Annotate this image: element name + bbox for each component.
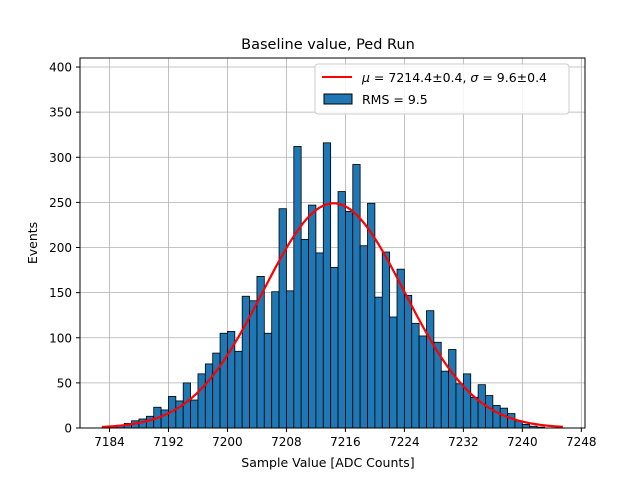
gaussian-fit-curve <box>102 202 563 429</box>
histogram-bar <box>411 322 420 429</box>
histogram-bar <box>374 296 383 429</box>
x-axis: 7184 7192 7200 7208 7216 7224 7232 7240 7248 <box>94 428 597 449</box>
histogram-bar <box>219 332 228 429</box>
histogram-bar <box>381 251 391 429</box>
histogram-bar <box>389 316 398 429</box>
histogram-bar <box>286 290 295 429</box>
legend: μ = 7214.4±0.4, σ = 9.6±0.4 RMS = 9.5 <box>314 63 570 115</box>
histogram-bar <box>190 399 199 429</box>
histogram-bar <box>241 295 250 429</box>
histogram-bar <box>426 310 435 429</box>
y-tick-label: 400 <box>49 61 72 75</box>
histogram-bar <box>263 332 273 429</box>
histogram-bar <box>234 350 243 429</box>
y-tick-label: 350 <box>49 106 72 120</box>
legend-box <box>314 63 570 115</box>
x-tick-label: 7192 <box>153 435 184 449</box>
histogram-bar <box>204 363 214 429</box>
y-axis-label: Events <box>25 222 40 264</box>
histogram-bar <box>249 300 258 429</box>
plot-frame <box>79 57 586 429</box>
histogram-bar <box>352 164 361 429</box>
histogram-bar <box>507 413 516 429</box>
y-tick-label: 250 <box>49 196 72 210</box>
histogram-bar <box>278 208 287 429</box>
histogram-bar <box>499 407 508 429</box>
x-tick-label: 7240 <box>507 435 538 449</box>
histogram-bar <box>322 142 332 429</box>
y-axis: 0 50 100 150 200 250 300 350 400 <box>49 61 80 436</box>
histogram-bar <box>477 384 486 429</box>
histogram-bar <box>197 373 206 429</box>
histogram-bar <box>359 245 368 429</box>
gaussian-fit-line <box>102 202 563 429</box>
legend-fit-label: μ = 7214.4±0.4, σ = 9.6±0.4 <box>361 70 547 85</box>
histogram-bar <box>337 191 346 429</box>
y-tick-label: 100 <box>49 331 72 345</box>
histogram-bar <box>485 395 494 429</box>
x-tick-label: 7208 <box>271 435 302 449</box>
y-tick-label: 0 <box>64 422 72 436</box>
histogram-bar <box>315 252 324 429</box>
legend-histogram-label: RMS = 9.5 <box>362 92 428 107</box>
histogram-bar <box>300 238 309 429</box>
legend-fit-text: = 7214.4±0.4, <box>370 70 470 85</box>
x-axis-label: Sample Value [ADC Counts] <box>241 455 414 470</box>
histogram-bar <box>462 373 472 429</box>
histogram-bar <box>448 349 457 429</box>
histogram-bar <box>521 423 531 429</box>
y-tick-label: 200 <box>49 241 72 255</box>
y-tick-label: 300 <box>49 151 72 165</box>
y-tick-label: 50 <box>57 376 72 390</box>
histogram-bar <box>308 204 317 429</box>
x-tick-label: 7248 <box>566 435 597 449</box>
histogram-bar <box>455 383 464 429</box>
histogram-bar <box>330 266 339 429</box>
legend-fit-symbol: σ <box>470 70 479 85</box>
x-tick-label: 7200 <box>212 435 243 449</box>
histogram-bar <box>345 211 354 429</box>
y-tick-label: 150 <box>49 286 72 300</box>
histogram-bar <box>470 396 479 429</box>
histogram-bar <box>293 146 302 429</box>
legend-fit-symbol: μ <box>361 70 370 85</box>
legend-fit-text: = 9.6±0.4 <box>478 70 547 85</box>
histogram-bar <box>145 415 155 429</box>
histogram-bar <box>271 291 280 429</box>
x-tick-label: 7184 <box>94 435 125 449</box>
histogram-bar <box>212 352 221 429</box>
chart-title: Baseline value, Ped Run <box>241 37 415 53</box>
x-tick-label: 7232 <box>448 435 479 449</box>
histogram-bar <box>182 382 191 429</box>
histogram-bar <box>403 294 413 429</box>
legend-histogram-swatch <box>323 93 353 105</box>
histogram-bar <box>440 370 450 429</box>
histogram-bar <box>396 268 405 429</box>
x-tick-label: 7224 <box>389 435 420 449</box>
histogram-bar <box>492 405 501 429</box>
x-tick-label: 7216 <box>330 435 361 449</box>
histogram-bar <box>418 335 427 429</box>
